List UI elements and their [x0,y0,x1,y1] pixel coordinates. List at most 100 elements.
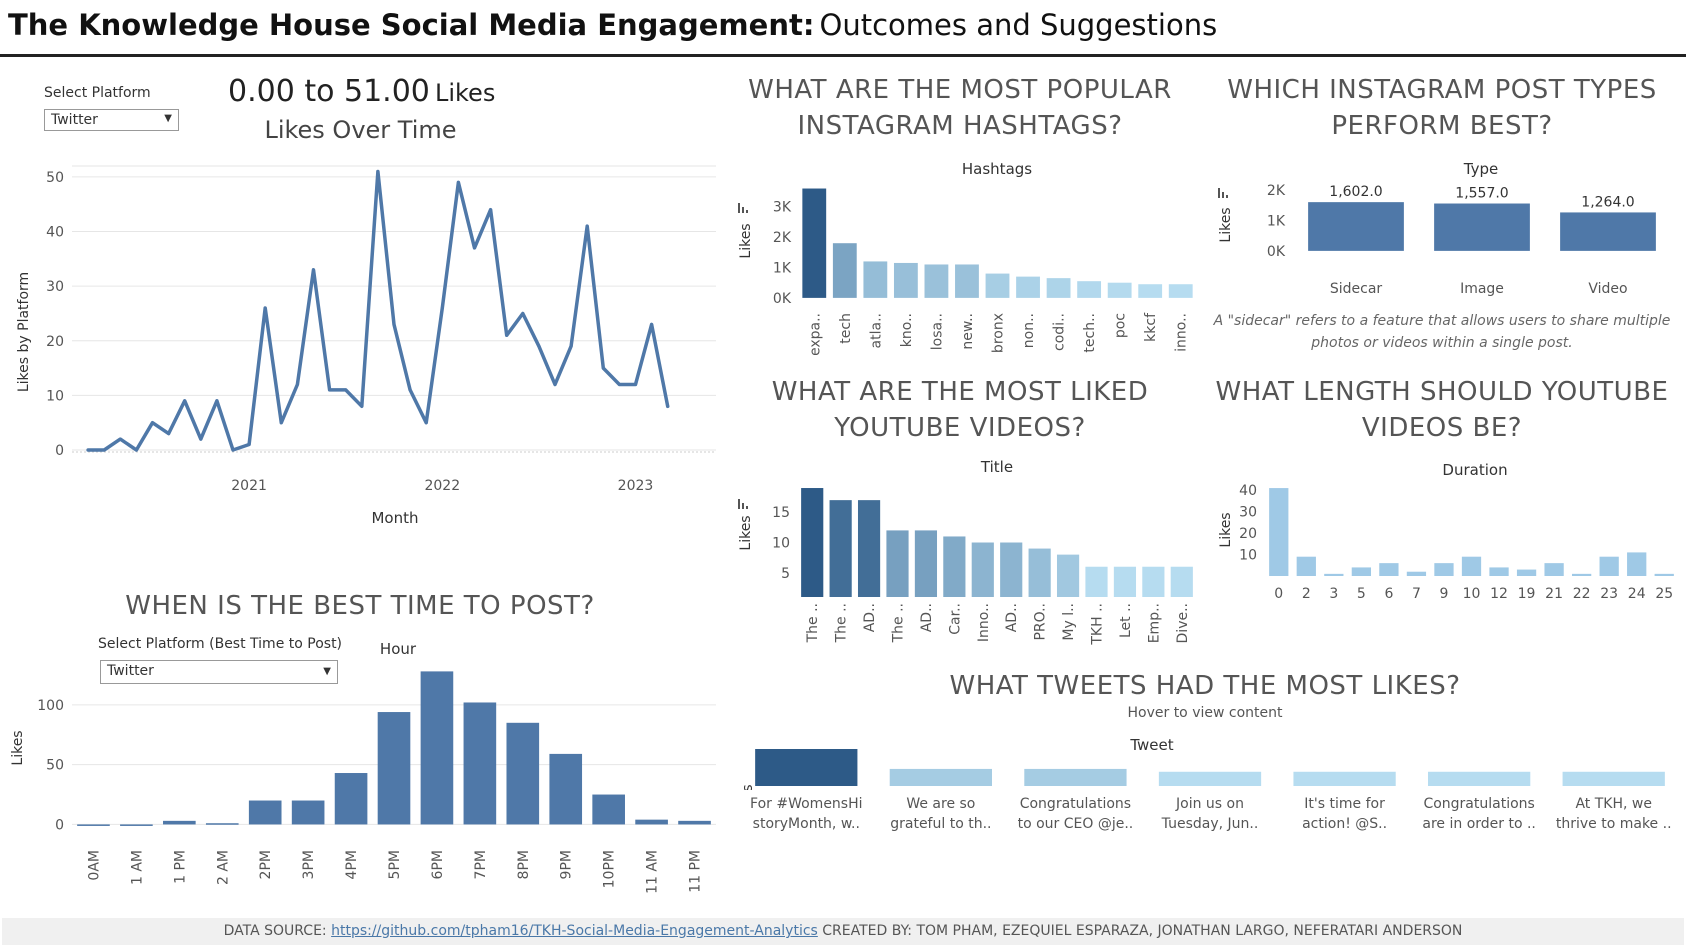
bar [1461,556,1482,576]
x-tick-label: 7PM [473,850,489,879]
bar [420,671,454,825]
bar [1379,563,1399,576]
bar [1028,548,1051,597]
likes-range-value: 0.00 to 51.00 [228,74,430,109]
bar [1024,768,1127,786]
bar [1016,276,1040,298]
data-point [489,208,493,212]
x-tick-label: 4PM [344,850,360,879]
data-point [151,421,154,425]
x-tick-label: 25 [1655,586,1673,602]
data-point [199,437,203,441]
best-time-chart[interactable]: Hour Likes 0 50 100 0AM 1 AM 1 PM 2 AM 2PM 3PM 4PM 5… [0,636,720,896]
sort-icon-bar [742,503,744,509]
post-types-heading-line1: WHICH INSTAGRAM POST TYPES [1227,75,1657,105]
data-point [376,169,380,173]
bar [334,773,368,825]
title-light: Outcomes and Suggestions [819,8,1218,42]
x-tick-label: 2022 [424,478,460,494]
x-tick-label: poc [1113,313,1129,338]
data-point [440,306,444,310]
bar [1046,278,1071,298]
sort-icon-bar [742,207,744,213]
bar [943,536,966,597]
sort-icon [1218,188,1228,198]
x-tick-label: tech.. [1082,313,1098,353]
data-point [360,404,364,408]
x-tick-label: Image [1460,281,1504,297]
data-point [295,382,299,386]
bar [120,824,153,826]
bar [857,500,881,597]
x-tick-label: non.. [1021,313,1037,348]
data-point [279,421,283,425]
post-types-heading: WHICH INSTAGRAM POST TYPES PERFORM BEST? [1200,72,1684,144]
y-tick-label: 0K [773,291,792,307]
x-tick-label: For #WomensHi [750,796,862,812]
post-types-chart[interactable]: Type Likes 0K 1K 2K 1,602.0 Sidecar 1,557.0 Imag… [1205,155,1675,305]
x-axis-label: Month [371,509,418,527]
bar [893,262,918,298]
y-tick-label: 40 [1239,483,1257,499]
sort-icon-bar [746,506,748,509]
data-point [86,448,90,452]
bar [1654,573,1674,576]
bar [1351,567,1372,576]
x-tick-label: The .. [834,603,850,643]
x-tick-label: thrive to make .. [1556,816,1672,832]
sort-icon-bar [746,210,748,213]
data-point [408,388,412,392]
platform-filter-label: Select Platform [44,85,151,101]
bar [506,722,540,825]
x-tick-label: to our CEO @je.. [1018,816,1134,832]
x-tick-label: kno.. [899,313,915,347]
x-tick-label: Congratulations [1020,796,1131,812]
x-tick-label: 2 AM [215,850,231,885]
bar [1516,569,1537,576]
bar [914,530,938,597]
bar [248,800,282,825]
tweets-chart-title: Tweet [1129,736,1173,754]
tweets-chart-labels: Tweet Likes [740,736,1174,790]
x-tick-label: 8PM [516,850,532,879]
bar [955,264,979,298]
data-point [424,421,428,425]
data-point [328,388,332,392]
x-tick-label: 23 [1600,586,1618,602]
likes-over-time-chart[interactable]: 0 10 20 30 40 50 2021 2022 2023 Month Likes by Pla… [0,160,720,570]
hashtags-chart[interactable]: Hashtags Likes 0K 1K 2K 3K expa.. tech atla.. kno… [725,155,1205,355]
x-tick-label: codi.. [1052,313,1068,351]
youtube-length-heading: WHAT LENGTH SHOULD YOUTUBE VIDEOS BE? [1200,374,1684,446]
x-tick-label: 9PM [559,850,575,879]
youtube-videos-heading-line1: WHAT ARE THE MOST LIKED [771,377,1149,407]
x-tick-label: expa.. [807,313,823,355]
y-tick-label: 2K [1267,183,1286,199]
x-tick-label: 11 PM [688,850,704,893]
platform-filter-dropdown[interactable]: Twitter ▼ [44,109,179,131]
bar [635,819,668,825]
y-tick-label: 20 [1239,526,1257,542]
data-point [634,382,637,386]
chart-title: Duration [1442,461,1507,479]
bar [889,768,992,786]
youtube-videos-chart[interactable]: Title Likes 5 10 15 The .. The .. AD.. The .. AD.… [725,455,1205,655]
y-tick-label: 10 [772,536,790,552]
bar [1627,552,1647,576]
x-tick-label: 7 [1412,586,1421,602]
bar [678,820,711,825]
data-point [344,388,348,392]
bar [1560,212,1656,251]
x-tick-label: Tuesday, Jun.. [1161,816,1259,832]
sort-icon-bar [1222,192,1224,198]
x-tick-label: Congratulations [1423,796,1534,812]
data-point [392,322,396,326]
best-time-filter-dropdown[interactable]: Twitter ▼ [100,660,338,684]
x-tick-label: are in order to .. [1422,816,1536,832]
x-tick-label: Join us on [1175,796,1244,812]
footer-source-link[interactable]: https://github.com/tpham16/TKH-Social-Me… [331,923,818,939]
footer: DATA SOURCE: https://github.com/tpham16/… [2,918,1684,945]
x-tick-label: The .. [891,603,907,643]
x-tick-label: tech [838,313,854,344]
